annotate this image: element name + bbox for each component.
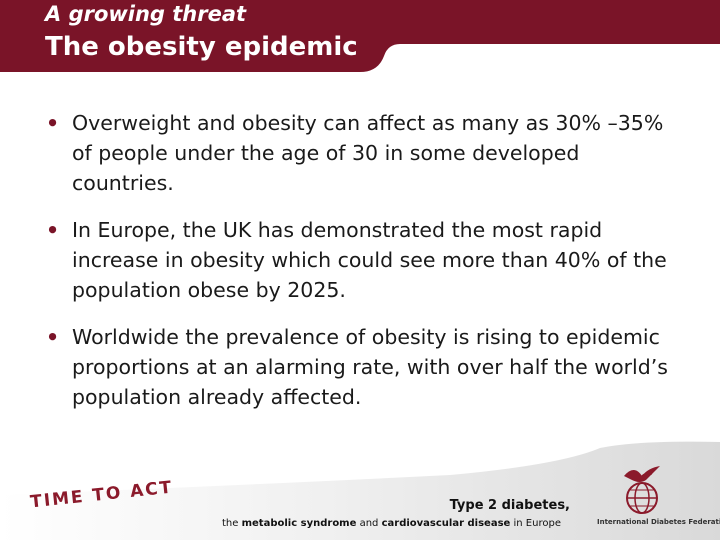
bullet-item: • Overweight and obesity can affect as m…	[44, 108, 684, 198]
bullet-text: In Europe, the UK has demonstrated the m…	[72, 218, 667, 302]
bullet-dot-icon: •	[46, 325, 60, 349]
bullet-text: Overweight and obesity can affect as man…	[72, 111, 664, 195]
bullet-text: Worldwide the prevalence of obesity is r…	[72, 325, 668, 409]
org-name: International Diabetes Federation	[597, 518, 720, 526]
bullet-dot-icon: •	[46, 218, 60, 242]
slide-header: A growing threat The obesity epidemic	[0, 0, 720, 72]
footer-tagline-sub: the metabolic syndrome and cardiovascula…	[222, 518, 561, 529]
footer-swoosh	[0, 441, 720, 540]
bullet-item: • In Europe, the UK has demonstrated the…	[44, 215, 684, 305]
bullet-dot-icon: •	[46, 111, 60, 135]
idf-logo-icon	[624, 466, 660, 514]
slide-title: The obesity epidemic	[45, 32, 358, 62]
bullet-item: • Worldwide the prevalence of obesity is…	[44, 322, 684, 412]
bullet-list: • Overweight and obesity can affect as m…	[44, 108, 684, 429]
footer-tagline-main: Type 2 diabetes,	[449, 498, 570, 513]
header-banner	[0, 0, 720, 72]
slide-subtitle: A growing threat	[45, 2, 247, 26]
